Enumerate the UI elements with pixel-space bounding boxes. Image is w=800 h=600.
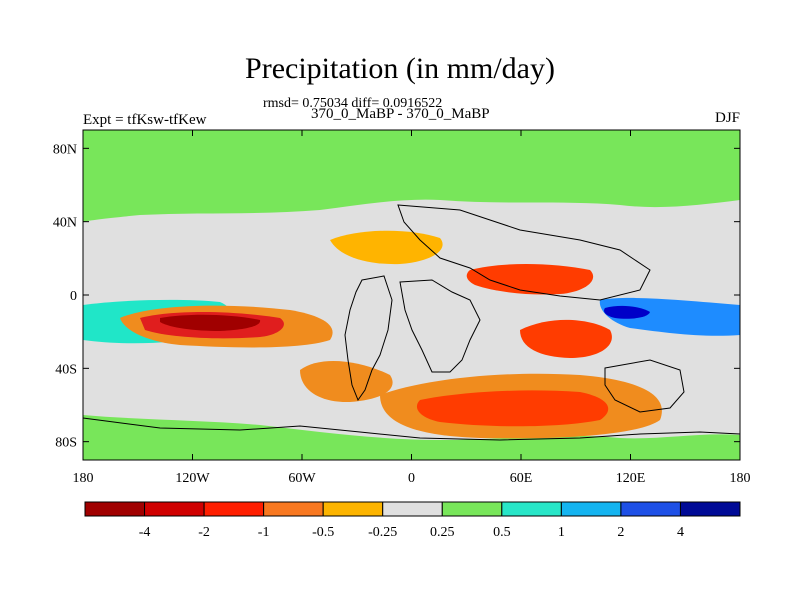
region-maritime-wet (604, 305, 650, 319)
y-tick-label: 0 (70, 289, 77, 304)
region-asia-dry (466, 264, 594, 295)
y-tick-label: 40N (53, 216, 77, 231)
y-tick-label: 40S (55, 362, 77, 377)
colorbar-label: -0.25 (368, 525, 397, 540)
colorbar-label: 0.5 (493, 525, 511, 540)
colorbar-label: 2 (617, 525, 624, 540)
colorbar: -4 -2 -1 -0.5 -0.25 0.25 0.5 1 2 4 (84, 501, 741, 540)
coastline-africa (399, 279, 481, 373)
coastline-south-america (344, 275, 393, 402)
region-mid-atlantic-dry (330, 230, 443, 265)
colorbar-label: -2 (198, 525, 210, 540)
coastline-australia (604, 359, 685, 413)
colorbar-label: -4 (139, 525, 151, 540)
colorbar-box (382, 501, 443, 517)
chart-title: Precipitation (in mm/day) (245, 52, 555, 85)
colorbar-box (203, 501, 265, 517)
colorbar-box (144, 501, 205, 517)
colorbar-box (679, 501, 741, 517)
run-label: 370_0_MaBP - 370_0_MaBP (311, 106, 490, 122)
region-south-band (83, 415, 740, 460)
experiment-label: Expt = tfKsw-tfKew (83, 112, 207, 128)
coastline-eurasia (397, 204, 651, 301)
region-south-ocean-dry-core (416, 390, 609, 427)
x-tick-label: 120W (175, 471, 210, 486)
region-south-atlantic-dry (300, 360, 393, 403)
x-tick-label: 180 (730, 471, 751, 486)
map-axes: 180 120W 60W 0 60E 120E 180 80N 40N 0 40S 80S (53, 130, 751, 486)
region-north-band (83, 130, 740, 222)
colorbar-box (263, 501, 324, 517)
x-tick-label: 60W (288, 471, 316, 486)
y-tick-label: 80S (55, 436, 77, 451)
colorbar-box (441, 501, 503, 517)
colorbar-box (322, 501, 384, 517)
colorbar-label: 1 (558, 525, 565, 540)
colorbar-box (501, 501, 562, 517)
y-tick-label: 80N (53, 142, 77, 157)
colorbar-label: 4 (677, 525, 684, 540)
x-tick-label: 120E (616, 471, 646, 486)
colorbar-box (620, 501, 681, 517)
colorbar-label: -0.5 (312, 525, 334, 540)
region-indian-dry (520, 319, 612, 358)
precip-field (83, 130, 740, 460)
colorbar-box (84, 501, 146, 517)
colorbar-label: 0.25 (430, 525, 455, 540)
colorbar-box (560, 501, 622, 517)
x-tick-label: 180 (73, 471, 94, 486)
region-east-pacific-dry-peak (160, 314, 261, 331)
colorbar-label: -1 (258, 525, 270, 540)
season-label: DJF (714, 110, 740, 126)
coastline-antarctica (82, 417, 741, 441)
coastlines (82, 204, 741, 441)
x-tick-label: 60E (510, 471, 533, 486)
stats-label: rmsd= 0.75034 diff= 0.0916522 (263, 96, 443, 111)
x-tick-label: 0 (408, 471, 415, 486)
